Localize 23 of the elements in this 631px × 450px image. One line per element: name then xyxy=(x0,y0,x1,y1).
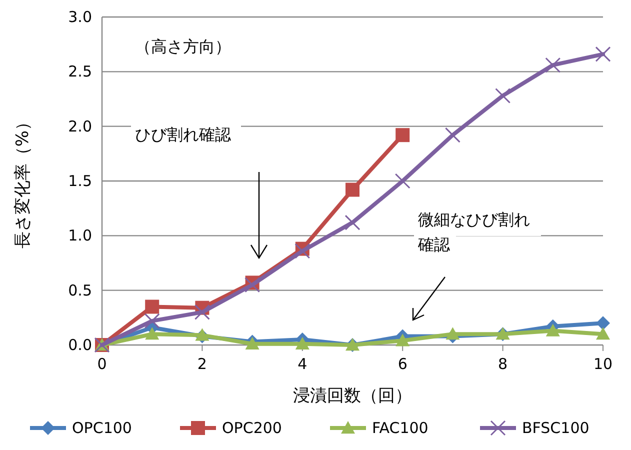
y-tick-label: 1.0 xyxy=(68,226,92,245)
x-tick-label: 8 xyxy=(498,355,508,373)
x-tick-label: 6 xyxy=(398,355,408,373)
x-tick-label: 4 xyxy=(298,355,308,373)
x-axis-title: 浸漬回数（回） xyxy=(293,386,412,406)
y-tick-label: 0.5 xyxy=(68,281,92,300)
y-tick-label: 1.5 xyxy=(68,172,92,190)
legend-label: FAC100 xyxy=(372,419,428,437)
x-tick-label: 2 xyxy=(197,355,207,373)
annotation: 確認 xyxy=(417,235,450,254)
legend-label: OPC200 xyxy=(222,419,282,437)
y-tick-label: 2.5 xyxy=(68,62,92,81)
legend-label: BFSC100 xyxy=(522,419,590,437)
y-axis-title: 長さ変化率（%） xyxy=(13,113,33,249)
x-tick-label: 0 xyxy=(97,355,107,373)
annotation: ひび割れ確認 xyxy=(135,125,231,144)
annotation: （高さ方向） xyxy=(135,37,231,56)
y-tick-label: 2.0 xyxy=(68,117,92,136)
annotation: 微細なひび割れ xyxy=(418,210,530,229)
x-tick-label: 10 xyxy=(593,355,613,373)
legend-label: OPC100 xyxy=(72,419,132,437)
y-tick-label: 0.0 xyxy=(68,336,92,354)
y-tick-label: 3.0 xyxy=(68,8,92,26)
